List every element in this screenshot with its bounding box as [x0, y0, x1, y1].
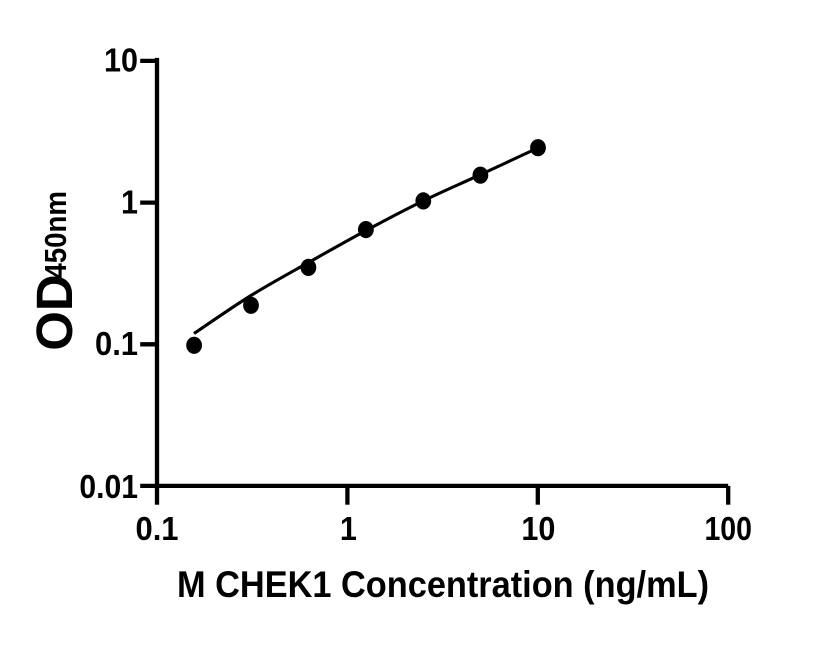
svg-text:100: 100: [704, 510, 752, 547]
svg-text:M CHEK1 Concentration (ng/mL): M CHEK1 Concentration (ng/mL): [177, 564, 709, 605]
svg-text:0.1: 0.1: [136, 510, 179, 547]
svg-text:OD: OD: [26, 274, 83, 351]
svg-text:10: 10: [521, 510, 555, 547]
svg-text:0.01: 0.01: [79, 468, 138, 505]
svg-text:0.1: 0.1: [95, 325, 138, 362]
svg-text:10: 10: [104, 42, 138, 79]
svg-text:450nm: 450nm: [38, 191, 73, 279]
svg-text:1: 1: [121, 183, 138, 220]
svg-text:1: 1: [340, 510, 357, 547]
